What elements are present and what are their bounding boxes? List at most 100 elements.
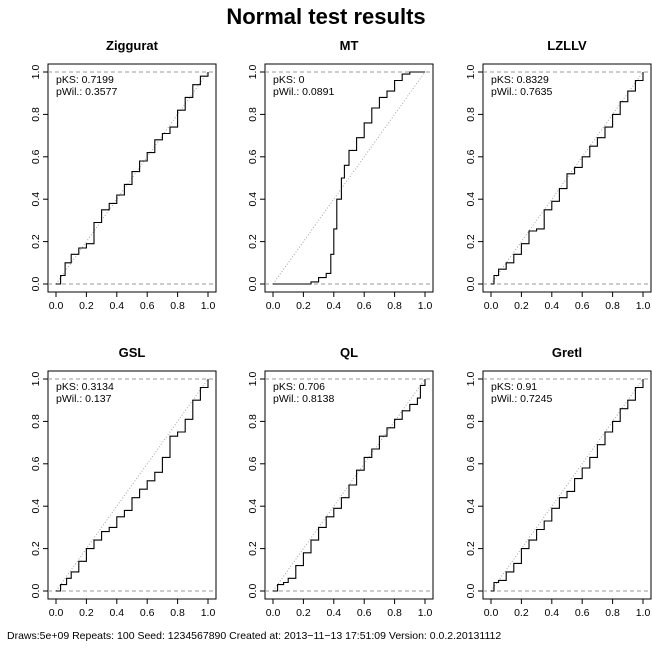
stat-annotation: pKS: 0.3134 [56, 381, 114, 393]
y-tick-label: 0.8 [465, 107, 477, 122]
x-tick-label: 0.8 [170, 300, 185, 312]
chart-panel-1: MT 0.0 0.2 0.4 0.6 0.8 1.0 0.0 0.2 0.4 0.6 0.8 1.0 pK… [247, 38, 434, 312]
x-tick-label: 0.6 [357, 607, 372, 619]
plot-frame [482, 63, 652, 293]
x-tick-label: 0.2 [514, 300, 529, 312]
y-tick-label: 0.8 [247, 107, 259, 122]
x-tick-label: 0.8 [605, 607, 620, 619]
ecdf-line [491, 72, 644, 285]
y-tick-label: 0.0 [247, 584, 259, 599]
y-tick-label: 0.6 [30, 456, 42, 471]
plot-frame [47, 370, 217, 600]
x-tick-label: 0.0 [49, 300, 64, 312]
chart-title: GSL [119, 345, 146, 360]
stat-annotation: pKS: 0.706 [273, 381, 325, 393]
y-tick-label: 0.4 [247, 192, 259, 207]
stat-annotation: pWil.: 0.7635 [491, 86, 552, 98]
x-tick-label: 0.2 [514, 607, 529, 619]
y-tick-label: 0.0 [465, 277, 477, 292]
y-tick-label: 0.4 [30, 499, 42, 514]
y-tick-label: 0.0 [247, 277, 259, 292]
x-tick-label: 0.4 [326, 607, 341, 619]
y-tick-label: 1.0 [465, 65, 477, 80]
y-tick-label: 0.2 [247, 541, 259, 556]
ecdf-line [273, 71, 425, 285]
y-tick-label: 0.2 [30, 234, 42, 249]
y-tick-label: 0.6 [247, 149, 259, 164]
x-tick-label: 1.0 [201, 300, 216, 312]
stat-annotation: pWil.: 0.0891 [273, 86, 334, 98]
y-tick-label: 0.4 [247, 499, 259, 514]
y-tick-label: 0.6 [247, 456, 259, 471]
x-tick-label: 0.6 [140, 607, 155, 619]
chart-title: QL [340, 345, 358, 360]
y-tick-label: 0.6 [465, 456, 477, 471]
x-tick-label: 0.6 [140, 300, 155, 312]
y-tick-label: 0.8 [30, 414, 42, 429]
stat-annotation: pKS: 0.8329 [491, 74, 549, 86]
y-tick-label: 0.4 [465, 192, 477, 207]
chart-panel-2: LZLLV 0.0 0.2 0.4 0.6 0.8 1.0 0.0 0.2 0.4 0.6 0.8 1.… [465, 38, 652, 312]
x-tick-label: 0.4 [109, 300, 124, 312]
x-tick-label: 0.8 [387, 607, 402, 619]
chart-title: Gretl [552, 345, 582, 360]
x-tick-label: 0.2 [296, 607, 311, 619]
y-tick-label: 0.2 [30, 541, 42, 556]
chart-title: LZLLV [547, 38, 587, 53]
x-tick-label: 0.2 [79, 607, 94, 619]
plot-frame [264, 63, 434, 293]
footer-info: Draws:5e+09 Repeats: 100 Seed: 123456789… [7, 630, 502, 642]
x-tick-label: 0.8 [170, 607, 185, 619]
stat-annotation: pKS: 0.7199 [56, 74, 114, 86]
chart-title: MT [340, 38, 359, 53]
chart-panel-5: Gretl 0.0 0.2 0.4 0.6 0.8 1.0 0.0 0.2 0.4 0.6 0.8 1.… [465, 345, 652, 619]
plot-frame [47, 63, 217, 293]
chart-panel-0: Ziggurat 0.0 0.2 0.4 0.6 0.8 1.0 0.0 0.2 0.4 0.6 0.… [30, 38, 217, 312]
ecdf-line [56, 379, 209, 592]
y-tick-label: 0.0 [465, 584, 477, 599]
x-tick-label: 0.0 [484, 300, 499, 312]
x-tick-label: 0.6 [575, 300, 590, 312]
y-tick-label: 0.4 [30, 192, 42, 207]
x-tick-label: 1.0 [418, 300, 433, 312]
stat-annotation: pWil.: 0.137 [56, 393, 112, 405]
stat-annotation: pKS: 0.91 [491, 381, 537, 393]
ecdf-line [56, 72, 209, 285]
x-tick-label: 0.2 [79, 300, 94, 312]
chart-title: Ziggurat [106, 38, 159, 53]
x-tick-label: 0.8 [605, 300, 620, 312]
page-title: Normal test results [226, 4, 426, 29]
y-tick-label: 0.6 [30, 149, 42, 164]
y-tick-label: 0.8 [465, 414, 477, 429]
plot-frame [482, 370, 652, 600]
y-tick-label: 1.0 [30, 65, 42, 80]
x-tick-label: 1.0 [418, 607, 433, 619]
x-tick-label: 0.6 [357, 300, 372, 312]
x-tick-label: 0.4 [544, 607, 559, 619]
x-tick-label: 0.0 [266, 607, 281, 619]
ecdf-line [491, 379, 644, 592]
y-tick-label: 0.0 [30, 584, 42, 599]
y-tick-label: 0.8 [30, 107, 42, 122]
y-tick-label: 0.8 [247, 414, 259, 429]
y-tick-label: 0.2 [247, 234, 259, 249]
y-tick-label: 0.0 [30, 277, 42, 292]
y-tick-label: 0.2 [465, 234, 477, 249]
stat-annotation: pKS: 0 [273, 74, 305, 86]
x-tick-label: 0.0 [484, 607, 499, 619]
y-tick-label: 1.0 [247, 372, 259, 387]
stat-annotation: pWil.: 0.3577 [56, 86, 117, 98]
x-tick-label: 0.2 [296, 300, 311, 312]
y-tick-label: 1.0 [30, 372, 42, 387]
x-tick-label: 0.4 [544, 300, 559, 312]
plot-frame [264, 370, 434, 600]
y-tick-label: 0.6 [465, 149, 477, 164]
x-tick-label: 0.4 [326, 300, 341, 312]
y-tick-label: 1.0 [247, 65, 259, 80]
stat-annotation: pWil.: 0.8138 [273, 393, 334, 405]
chart-panel-4: QL 0.0 0.2 0.4 0.6 0.8 1.0 0.0 0.2 0.4 0.6 0.8 1.0 pK… [247, 345, 434, 619]
reference-diagonal [55, 378, 209, 592]
x-tick-label: 1.0 [201, 607, 216, 619]
reference-diagonal [272, 71, 426, 285]
